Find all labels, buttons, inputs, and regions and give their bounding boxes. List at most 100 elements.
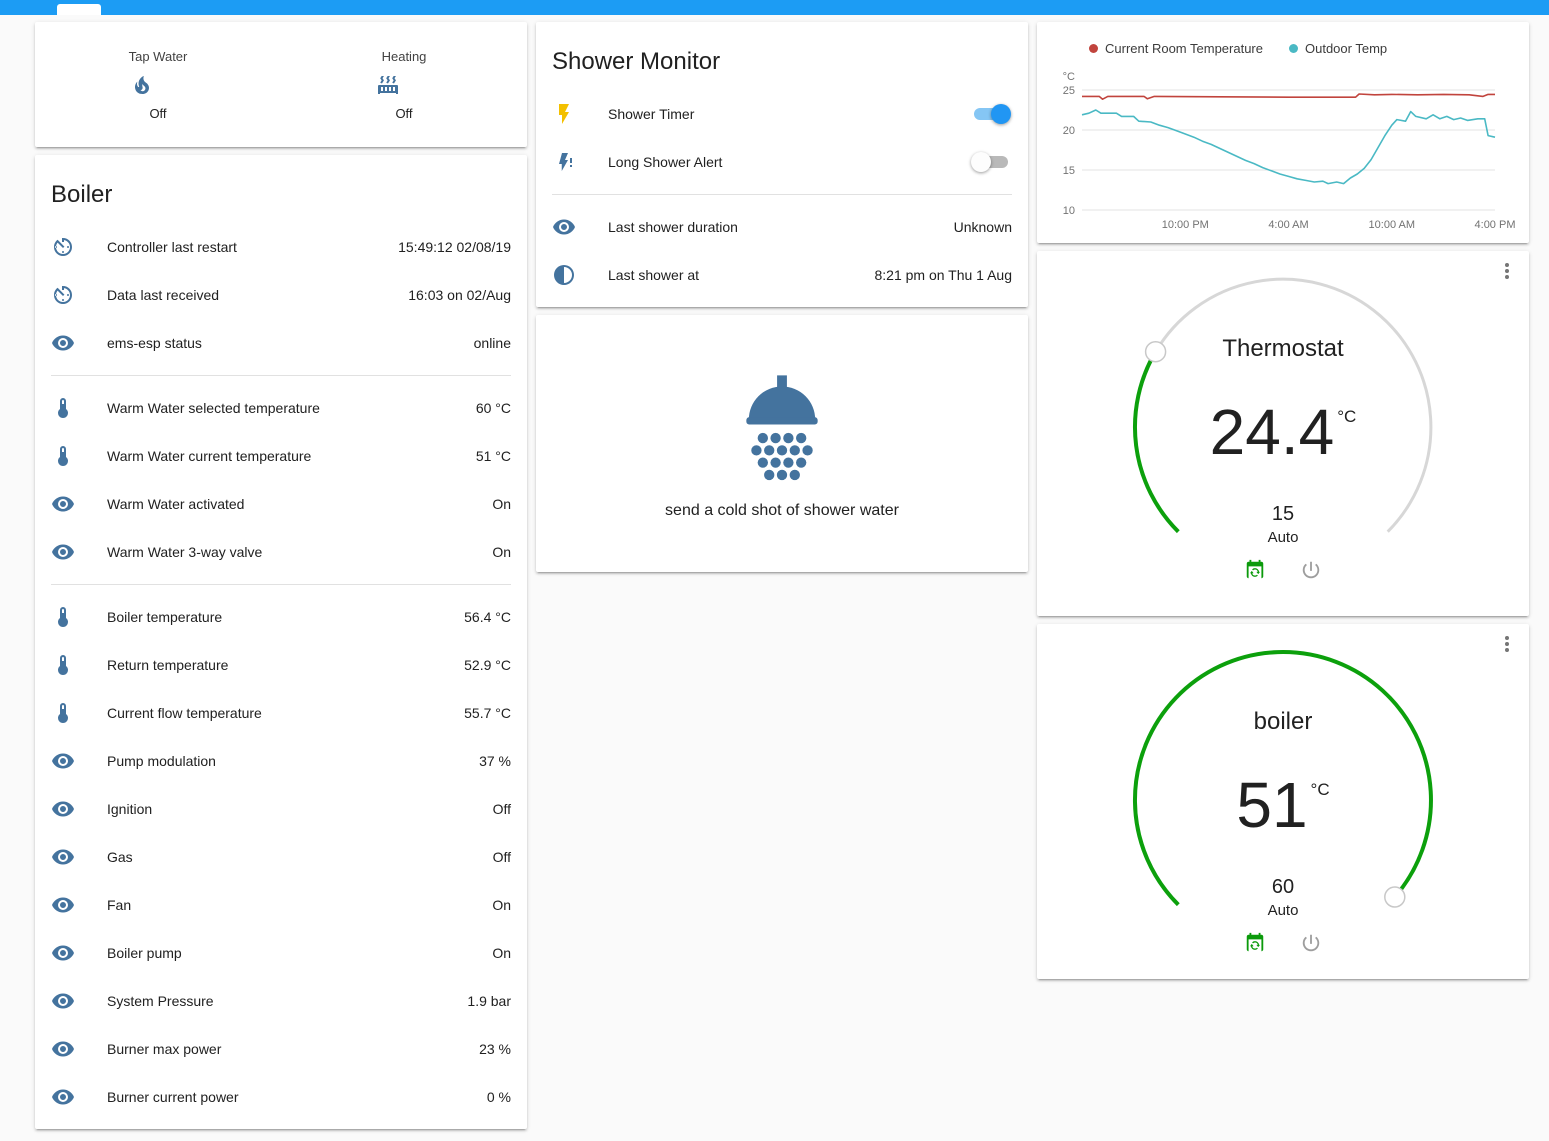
boiler-gauge-card: boiler 51 °C 60 Auto [1037,624,1529,979]
entity-label: Gas [107,849,133,865]
eye-icon [52,1089,74,1105]
entity-label: Boiler pump [107,945,182,961]
shower-action-card[interactable]: send a cold shot of shower water [536,315,1028,572]
legend-dot [1089,43,1098,53]
fire-icon [134,75,149,94]
eye-icon [52,496,74,512]
column-1: Tap Water Off Heating Off Boiler Control… [35,22,527,1129]
entity-row[interactable]: Burner current power 0 % [35,1073,527,1121]
eye-icon [52,849,74,865]
entity-row[interactable]: System Pressure 1.9 bar [35,977,527,1025]
toggle-row: Long Shower Alert [536,138,1028,186]
eye-icon [52,544,74,560]
entity-value: 52.9 °C [464,657,511,673]
entity-row[interactable]: Warm Water selected temperature 60 °C [35,384,527,432]
entity-value: 37 % [479,753,511,769]
calendar-sync-icon[interactable] [1244,559,1266,581]
entity-row[interactable]: Pump modulation 37 % [35,737,527,785]
glance-items: Tap Water Off Heating Off [35,49,527,121]
entity-row[interactable]: Boiler temperature 56.4 °C [35,593,527,641]
divider [51,375,511,376]
dots-vertical-icon [1505,263,1509,279]
app-header [0,0,1549,15]
boiler-card: Boiler Controller last restart 15:49:12 … [35,155,527,1129]
thermostat-title: Thermostat [1222,335,1344,362]
active-tab-indicator[interactable] [57,4,101,15]
entity-row[interactable]: Last shower at 8:21 pm on Thu 1 Aug [536,251,1028,299]
entity-label: Return temperature [107,657,229,673]
entity-label: Ignition [107,801,153,817]
thermometer-icon [58,446,68,466]
thermostat-mode: Auto [1267,529,1299,546]
glance-card: Tap Water Off Heating Off [35,22,527,147]
shower-head-icon [746,374,818,480]
eye-icon [52,801,74,817]
entity-row[interactable]: Gas Off [35,833,527,881]
history-chart-card: Current Room Temperature Outdoor Temp 10 1… [1037,22,1529,243]
eye-icon [52,335,74,351]
entity-label: Last shower at [608,267,700,283]
entity-row[interactable]: Current flow temperature 55.7 °C [35,689,527,737]
moon-icon [554,265,574,285]
thermostat-mode-buttons [1037,559,1529,581]
entity-label: Current flow temperature [107,705,262,721]
entity-row[interactable]: Controller last restart 15:49:12 02/08/1… [35,223,527,271]
entity-row[interactable]: ems-esp status online [35,319,527,367]
entity-value: On [492,945,511,961]
svg-text:20: 20 [1063,125,1075,137]
entity-value: 60 °C [475,400,511,416]
svg-text:°C: °C [1063,71,1075,83]
entity-value: Off [492,849,511,865]
more-options-button[interactable] [1495,632,1519,656]
entity-row[interactable]: Return temperature 52.9 °C [35,641,527,689]
entity-row[interactable]: Warm Water activated On [35,480,527,528]
legend-item: Outdoor Temp [1289,41,1387,56]
thermostat-current-temp: 24.4 °C [1209,396,1357,468]
entity-row[interactable]: Warm Water current temperature 51 °C [35,432,527,480]
entity-row[interactable]: Ignition Off [35,785,527,833]
power-icon[interactable] [1300,559,1322,581]
thermometer-icon [58,703,68,723]
entity-label: Warm Water current temperature [107,448,312,464]
entity-row[interactable]: Data last received 16:03 on 02/Aug [35,271,527,319]
entity-label: ems-esp status [107,335,202,351]
shower-action-label: send a cold shot of shower water [665,501,899,519]
eye-icon [553,219,575,235]
entity-row[interactable]: Boiler pump On [35,929,527,977]
glance-item-tap-water[interactable]: Tap Water Off [35,49,281,121]
entity-value: 0 % [486,1089,511,1105]
entity-value: 56.4 °C [464,609,511,625]
entity-row[interactable]: Burner max power 23 % [35,1025,527,1073]
boiler-current-temp: 51 °C [1236,769,1330,841]
toggle-row: Shower Timer [536,90,1028,138]
entity-value: 15:49:12 02/08/19 [398,239,511,255]
entity-label: Data last received [107,287,220,303]
boiler-slider[interactable] [1037,628,1529,972]
glance-item-heating[interactable]: Heating Off [281,49,527,121]
power-icon[interactable] [1300,932,1322,954]
svg-text:4:00 AM: 4:00 AM [1268,219,1308,231]
toggle-switch[interactable] [974,104,1011,124]
timer-icon [54,238,72,256]
eye-icon [52,993,74,1009]
more-options-button[interactable] [1495,259,1519,283]
history-chart: 10 15 20 25 °C 10:00 PM 4:00 AM 10:00 AM 4:00 PM [1063,71,1516,231]
calendar-sync-icon[interactable] [1244,932,1266,954]
column-2: Shower Monitor Shower Timer Long Shower … [536,22,1028,572]
toggle-switch[interactable] [971,152,1008,172]
entity-row[interactable]: Last shower duration Unknown [536,203,1028,251]
entity-label: Shower Timer [608,106,695,122]
divider [51,584,511,585]
svg-text:4:00 PM: 4:00 PM [1475,219,1516,231]
thermostat-slider[interactable] [1037,255,1529,599]
svg-text:15: 15 [1063,165,1075,177]
entity-label: Burner max power [107,1041,222,1057]
thermometer-icon [58,655,68,675]
boiler-setpoint: 60 [1271,876,1295,898]
toggle-knob [971,152,991,172]
entity-value: 1.9 bar [467,993,511,1009]
entity-row[interactable]: Warm Water 3-way valve On [35,528,527,576]
column-3: Current Room Temperature Outdoor Temp 10 1… [1037,22,1529,979]
boiler-mode-buttons [1037,932,1529,954]
entity-row[interactable]: Fan On [35,881,527,929]
